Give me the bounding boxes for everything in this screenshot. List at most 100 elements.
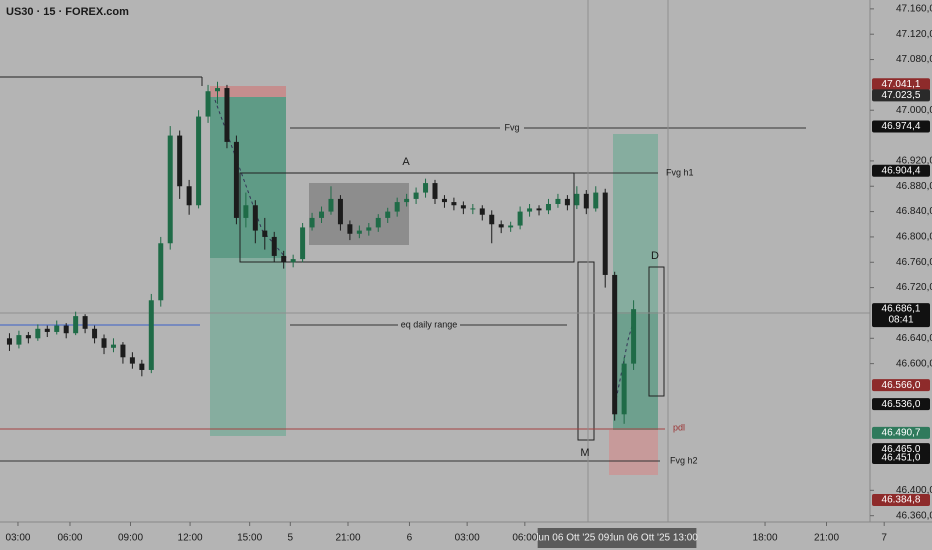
- annotation: Fvg: [504, 122, 519, 132]
- candle-body: [73, 316, 79, 334]
- y-tick-label: 46.840,0: [896, 206, 932, 217]
- candle-body: [574, 193, 580, 206]
- y-tick-label: 46.400,0: [896, 485, 932, 496]
- y-tick-label: 47.120,0: [896, 29, 932, 40]
- y-tick-label: 46.640,0: [896, 333, 932, 344]
- candle-body: [110, 344, 116, 348]
- x-tick-label: 06:00: [512, 533, 537, 544]
- candle-body: [205, 91, 211, 117]
- price-badge: [872, 164, 930, 177]
- candle-body: [82, 316, 88, 329]
- stop-zone: [609, 430, 658, 475]
- candle-body: [593, 192, 599, 209]
- price-badge: [872, 89, 930, 102]
- candle-body: [44, 328, 50, 332]
- candle-body: [394, 202, 400, 212]
- candle-body: [196, 116, 202, 206]
- y-tick-label: 46.720,0: [896, 282, 932, 293]
- x-tick-label: 6: [407, 533, 413, 544]
- target-zone: [613, 134, 658, 312]
- candle-body: [54, 325, 60, 332]
- candle-body: [129, 357, 135, 364]
- price-badge: [872, 303, 930, 328]
- time-badge-label: lun 06 Ott '25 09:00: [536, 533, 623, 544]
- target-zone: [210, 258, 286, 436]
- candle-body: [621, 363, 627, 415]
- price-badge-label: 46.566,0: [882, 380, 921, 391]
- x-tick-label: 21:00: [814, 533, 839, 544]
- candle-body: [16, 335, 22, 345]
- candle-body: [375, 217, 381, 228]
- price-badge: [872, 493, 930, 506]
- annotation: eq daily range: [401, 319, 458, 329]
- x-tick-label: 12:00: [178, 533, 203, 544]
- candle-body: [451, 202, 457, 206]
- price-badge: [872, 398, 930, 411]
- y-tick-label: 47.080,0: [896, 54, 932, 65]
- candle-body: [470, 208, 476, 210]
- candle-body: [347, 224, 353, 234]
- price-badge-label: 46.384,8: [882, 495, 921, 506]
- candle-body: [555, 198, 561, 204]
- candle-body: [545, 203, 551, 211]
- candle-body: [215, 88, 220, 92]
- candle-body: [177, 135, 183, 187]
- stop-zone: [210, 86, 286, 97]
- target-zone: [210, 97, 286, 258]
- candle-body: [262, 230, 268, 237]
- box: [648, 266, 665, 397]
- candle-body: [319, 211, 325, 218]
- x-tick-label: 7: [881, 533, 887, 544]
- candle-body: [35, 328, 41, 339]
- candle-body: [148, 300, 154, 370]
- candle-body: [385, 211, 391, 218]
- candle-body: [300, 227, 306, 260]
- y-tick-label: 46.600,0: [896, 358, 932, 369]
- candle-body: [139, 363, 145, 370]
- candle-body: [527, 208, 533, 212]
- candle-body: [536, 208, 542, 211]
- candle-body: [328, 198, 334, 212]
- candle-body: [281, 255, 287, 263]
- annotation: Fvg h1: [666, 167, 694, 177]
- x-tick-label: 5: [288, 533, 294, 544]
- candle-body: [271, 236, 277, 256]
- price-badge-sub: 08:41: [888, 315, 913, 326]
- candle-body: [337, 198, 343, 225]
- price-badge-label: 46.686,1: [882, 304, 921, 315]
- candle-body: [356, 230, 362, 234]
- price-badge-label: 47.023,5: [882, 90, 921, 101]
- candle-body: [489, 214, 495, 225]
- candle-body: [423, 183, 429, 193]
- annotation: M: [580, 447, 589, 459]
- x-tick-label: 06:00: [57, 533, 82, 544]
- candle-body: [224, 88, 230, 142]
- candle-body: [479, 208, 485, 215]
- candle-body: [186, 186, 192, 206]
- y-tick-label: 47.160,0: [896, 4, 932, 15]
- box: [577, 261, 595, 441]
- candle-body: [583, 193, 589, 209]
- price-badge: [872, 78, 930, 91]
- price-badge-label: 46.451,0: [882, 453, 921, 464]
- candle-body: [564, 198, 570, 206]
- price-badge: [872, 120, 930, 133]
- price-badge-label: 46.490,7: [882, 428, 921, 439]
- candle-body: [404, 198, 410, 203]
- chart-title: US30 · 15 · FOREX.com: [6, 6, 129, 18]
- x-tick-label: 03:00: [5, 533, 30, 544]
- path-line: [214, 99, 287, 259]
- y-tick-label: 47.000,0: [896, 105, 932, 116]
- range-box: [239, 172, 575, 263]
- y-tick-label: 46.360,0: [896, 510, 932, 521]
- annotation: pdl: [673, 422, 685, 432]
- candle-body: [252, 205, 258, 231]
- annotation: D: [651, 250, 659, 262]
- label-bg: [500, 123, 524, 133]
- x-tick-label: 09:00: [118, 533, 143, 544]
- y-tick-label: 46.920,0: [896, 156, 932, 167]
- candle-body: [6, 338, 12, 345]
